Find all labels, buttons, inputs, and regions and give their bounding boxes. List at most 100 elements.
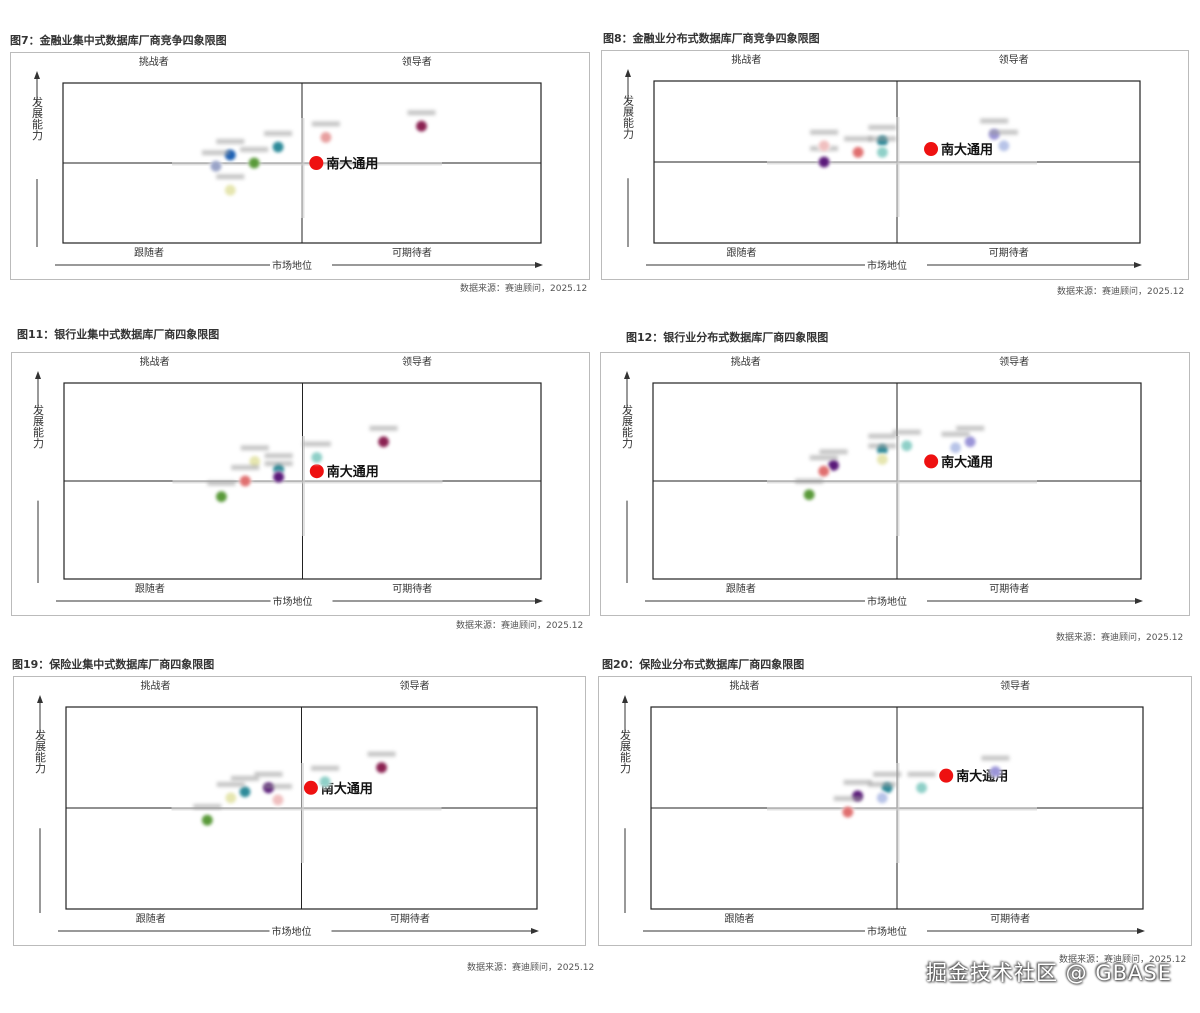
y-axis-label: 发展能力	[34, 728, 47, 773]
point-blurred	[851, 145, 865, 159]
point-highlight-label: 南大通用	[321, 781, 373, 797]
quadrant-label-challenger: 挑战者	[729, 679, 759, 692]
point-blurred	[875, 791, 889, 805]
point-label-blurred	[263, 783, 292, 789]
data-source-note: 数据来源：赛迪顾问，2025.12	[456, 621, 584, 631]
point-blurred	[238, 785, 252, 799]
chart-frame: 挑战者 领导者 跟随者 可期待者 发展能力 市场地位 南大通用	[601, 50, 1189, 280]
quadrant-label-promising: 可期待者	[392, 582, 432, 595]
y-axis-arrow-icon	[625, 69, 631, 77]
quadrant-label-follower: 跟随者	[726, 246, 756, 259]
point-label-blurred	[254, 771, 283, 777]
quadrant-label-promising: 可期待者	[989, 246, 1029, 259]
x-axis-label: 市场地位	[272, 259, 312, 272]
point-blurred	[414, 119, 429, 133]
point-label-blurred	[216, 139, 245, 144]
chart-frame: 挑战者 领导者 跟随者 可期待者 发展能力 市场地位 南大通用	[600, 352, 1190, 616]
y-axis-arrow-icon	[37, 695, 43, 703]
point-label-blurred	[868, 443, 897, 449]
point-blurred	[997, 139, 1011, 153]
x-axis-arrow-icon	[535, 262, 543, 268]
point-blurred	[271, 793, 285, 807]
chart-title: 图20：保险业分布式数据库厂商四象限图	[602, 658, 805, 671]
point-blurred	[988, 765, 1002, 779]
y-axis-label: 发展能力	[619, 728, 632, 773]
quadrant-label-leader: 领导者	[999, 53, 1029, 66]
point-label-blurred	[819, 449, 848, 455]
point-label-blurred	[868, 124, 897, 130]
point-highlight	[309, 156, 324, 170]
quadrant-label-challenger: 挑战者	[731, 355, 761, 368]
chart-frame: 挑战者 领导者 跟随者 可期待者 发展能力 市场地位 南大通用	[11, 352, 590, 616]
point-blurred	[271, 140, 285, 154]
quadrant-label-leader: 领导者	[402, 55, 432, 68]
point-label-blurred	[892, 429, 921, 435]
point-label-blurred	[809, 455, 838, 461]
y-axis-arrow-icon	[35, 371, 41, 379]
point-blurred	[963, 435, 977, 449]
y-axis-arrow-icon	[34, 71, 40, 79]
point-blurred	[200, 813, 214, 827]
point-label-blurred	[264, 131, 293, 136]
point-label-blurred	[264, 453, 293, 459]
point-label-blurred	[980, 118, 1009, 124]
chart-title: 图7：金融业集中式数据库厂商竞争四象限图	[10, 34, 227, 47]
x-axis-arrow-icon	[1137, 928, 1145, 934]
quadrant-label-follower: 跟随者	[725, 912, 755, 925]
point-blurred	[214, 490, 229, 504]
point-label-blurred	[201, 150, 230, 156]
point-highlight-label: 南大通用	[941, 454, 993, 470]
point-label-blurred	[956, 425, 985, 431]
point-label-blurred	[941, 431, 970, 437]
point-label-blurred	[369, 425, 398, 431]
point-blurred	[376, 435, 391, 449]
point-label-blurred	[311, 765, 340, 771]
y-axis-label: 发展能力	[622, 93, 635, 138]
y-axis-arrow-icon	[622, 695, 628, 703]
point-blurred	[209, 159, 223, 173]
point-highlight	[924, 454, 939, 469]
x-axis-label: 市场地位	[273, 595, 313, 608]
point-label-blurred	[407, 110, 436, 116]
point-label-blurred	[833, 796, 862, 802]
x-axis-arrow-icon	[1134, 262, 1142, 268]
point-label-blurred	[216, 781, 245, 787]
y-axis-arrow-icon	[624, 371, 630, 379]
x-axis-arrow-icon	[531, 928, 539, 934]
point-highlight	[939, 768, 954, 783]
quadrant-label-promising: 可期待者	[989, 582, 1029, 595]
point-label-blurred	[868, 136, 897, 142]
x-axis-arrow-icon	[535, 598, 543, 604]
point-label-blurred	[311, 121, 340, 127]
point-label-blurred	[302, 441, 331, 447]
point-blurred	[817, 155, 831, 169]
data-source-note: 数据来源：赛迪顾问，2025.12	[1059, 955, 1187, 965]
point-blurred	[948, 441, 963, 455]
point-label-blurred	[795, 478, 824, 484]
point-blurred	[238, 474, 252, 488]
x-axis-arrow-icon	[1135, 598, 1143, 604]
point-label-blurred	[844, 136, 873, 142]
x-axis-label: 市场地位	[867, 595, 907, 608]
point-blurred	[224, 791, 238, 805]
chart-title: 图11：银行业集中式数据库厂商四象限图	[17, 328, 220, 341]
point-blurred	[817, 139, 831, 153]
quadrant-label-promising: 可期待者	[990, 912, 1030, 925]
point-blurred	[247, 156, 261, 170]
point-label-blurred	[231, 465, 260, 470]
quadrant-label-follower: 跟随者	[136, 912, 166, 925]
point-label-blurred	[207, 480, 236, 486]
point-blurred	[318, 775, 332, 789]
quadrant-label-follower: 跟随者	[135, 582, 165, 595]
watermark: 掘金技术社区 @ GBASE	[926, 961, 1172, 985]
point-label-blurred	[868, 781, 897, 787]
point-highlight-label: 南大通用	[941, 142, 993, 158]
point-label-blurred	[868, 433, 897, 439]
point-highlight	[924, 142, 939, 157]
point-blurred	[875, 145, 890, 159]
point-blurred	[915, 781, 929, 795]
chart-title: 图8：金融业分布式数据库厂商竞争四象限图	[603, 32, 820, 45]
point-label-blurred	[240, 147, 269, 152]
x-axis-label: 市场地位	[867, 925, 907, 938]
